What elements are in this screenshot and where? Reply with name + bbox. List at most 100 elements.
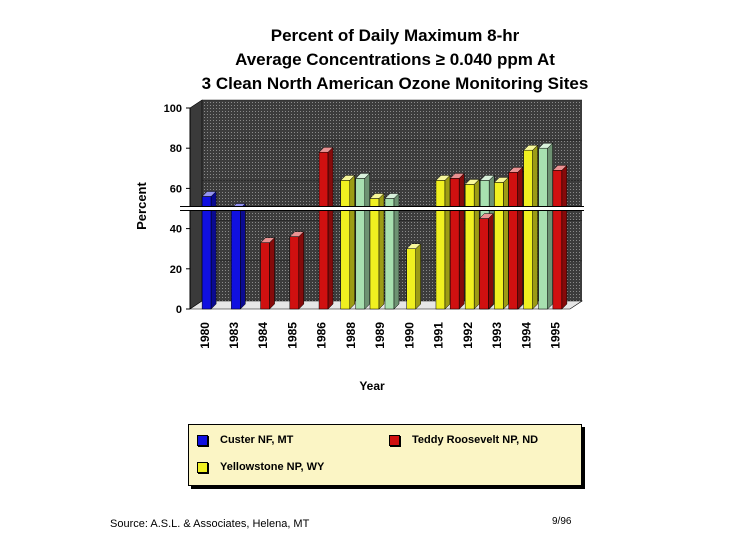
bar-yellowstone-1994	[523, 144, 539, 310]
bar-teddy-1995-top	[552, 165, 568, 171]
bar-green-1994	[538, 142, 554, 310]
legend-item-teddy-roosevelt: Teddy Roosevelt NP, ND	[389, 434, 538, 446]
bar-teddy-1985	[289, 231, 305, 310]
bar-green-1994-top	[538, 142, 554, 149]
y-tick-label: 60	[170, 183, 182, 195]
bar-green-1988-front	[355, 178, 366, 310]
x-tick-label: 1991	[432, 322, 446, 349]
bar-teddy-1994-top	[508, 167, 524, 173]
bar-teddy-1995	[552, 164, 568, 310]
legend-swatch-custer	[197, 434, 208, 446]
bar-green-1992-top	[479, 175, 495, 181]
x-tick-label: 1986	[315, 322, 329, 349]
x-tick-label: 1993	[490, 322, 504, 349]
bar-teddy-1993-front	[479, 218, 489, 310]
bar-teddy-1986-side	[327, 146, 334, 310]
x-tick-label: 1984	[256, 322, 270, 349]
bar-yellowstone-1990	[406, 243, 422, 310]
bar-yellowstone-1988-top	[340, 175, 356, 181]
chart-title: Percent of Daily Maximum 8-hr Average Co…	[170, 24, 620, 96]
bar-teddy-1985-side	[298, 231, 305, 310]
x-tick-label: 1980	[198, 322, 212, 349]
title-line-3: 3 Clean North American Ozone Monitoring …	[201, 74, 589, 93]
y-axis-label: Percent	[134, 181, 149, 229]
plot-sidewall	[189, 99, 203, 310]
bar-teddy-1985-front	[289, 236, 300, 310]
bar-teddy-1984-side	[269, 237, 275, 310]
y-tick-label: 0	[176, 304, 182, 316]
bar-custer-1983-side	[240, 202, 246, 310]
x-tick-label: 1992	[461, 322, 475, 349]
title-line-2: Average Concentrations ≥ 0.040 ppm At	[235, 50, 555, 69]
bar-custer-1983-front	[231, 208, 241, 310]
bar-yellowstone-1992-side	[473, 178, 480, 310]
bar-yellowstone-1989	[369, 192, 385, 310]
bar-yellowstone-1988	[340, 174, 356, 310]
legend-label-yellowstone: Yellowstone NP, WY	[220, 461, 325, 473]
bar-green-1989-top	[384, 193, 400, 199]
bar-teddy-1986-top	[318, 146, 334, 153]
bar-yellowstone-1992-front	[464, 184, 475, 310]
y-tick-label: 100	[164, 103, 182, 115]
y-tick-label: 80	[170, 143, 182, 155]
bar-teddy-1995-side	[561, 164, 568, 310]
bar-green-1994-front	[538, 147, 548, 310]
legend-item-custer: Custer NF, MT	[197, 434, 293, 446]
bar-yellowstone-1993	[493, 176, 510, 310]
bar-teddy-1985-top	[289, 231, 305, 237]
bar-yellowstone-1994-top	[523, 144, 539, 151]
bar-teddy-1986	[318, 146, 334, 310]
bar-yellowstone-1993-side	[503, 176, 509, 310]
bar-teddy-1992-top	[449, 173, 465, 179]
bar-green-1989-front	[384, 198, 395, 310]
x-tick-label: 1983	[227, 322, 241, 349]
bar-yellowstone-1988-side	[349, 174, 356, 310]
bar-teddy-1992-front	[449, 178, 460, 310]
legend: Custer NF, MT Teddy Roosevelt NP, ND Yel…	[188, 424, 582, 486]
bar-teddy-1994-side	[517, 166, 523, 310]
bar-custer-1980	[201, 190, 217, 310]
bar-yellowstone-1990-side	[415, 243, 421, 310]
bar-teddy-1993	[478, 212, 495, 310]
bar-teddy-1994-front	[508, 172, 518, 310]
bar-teddy-1993-side	[488, 212, 494, 310]
bar-yellowstone-1990-top	[406, 243, 422, 249]
bar-teddy-1984-top	[259, 237, 276, 243]
bar-teddy-1992-side	[458, 172, 465, 310]
bar-custer-1983	[230, 202, 246, 310]
bar-green-1994-side	[547, 142, 553, 310]
x-tick-label: 1989	[373, 322, 387, 349]
title-line-1: Percent of Daily Maximum 8-hr	[270, 26, 520, 45]
bar-yellowstone-1994-front	[523, 149, 533, 310]
bar-yellowstone-1991-side	[444, 174, 451, 310]
x-tick-label: 1995	[549, 322, 563, 349]
bar-yellowstone-1988-front	[340, 180, 351, 310]
legend-swatch-yellowstone	[197, 461, 208, 473]
bar-green-1989	[384, 192, 400, 310]
bar-yellowstone-1991-top	[435, 175, 451, 181]
legend-swatch-teddy-roosevelt	[389, 434, 400, 446]
x-tick-label: 1985	[285, 322, 299, 349]
source-note: Source: A.S.L. & Associates, Helena, MT	[110, 518, 310, 530]
bar-teddy-1993-top	[478, 213, 495, 219]
bar-yellowstone-1989-top	[369, 193, 385, 199]
bar-teddy-1994	[508, 166, 524, 310]
bar-yellowstone-1991	[435, 174, 451, 310]
x-tick-label: 1990	[402, 322, 416, 349]
y-tick-label: 40	[170, 224, 182, 236]
bar-teddy-1984	[259, 237, 276, 310]
bar-teddy-1992	[449, 172, 465, 310]
x-axis-label: Year	[359, 379, 385, 393]
x-tick-label: 1988	[344, 322, 358, 349]
bar-yellowstone-1992	[464, 178, 480, 310]
bar-green-1988	[355, 172, 371, 310]
bar-green-1988-side	[364, 172, 371, 310]
date-note: 9/96	[552, 516, 572, 527]
bar-yellowstone-1991-front	[435, 180, 446, 310]
bar-yellowstone-1994-side	[532, 144, 538, 310]
legend-label-teddy-roosevelt: Teddy Roosevelt NP, ND	[412, 434, 539, 446]
legend-item-yellowstone: Yellowstone NP, WY	[197, 461, 324, 473]
bar-teddy-1995-front	[552, 170, 563, 310]
bar-teddy-1986-front	[318, 151, 329, 310]
